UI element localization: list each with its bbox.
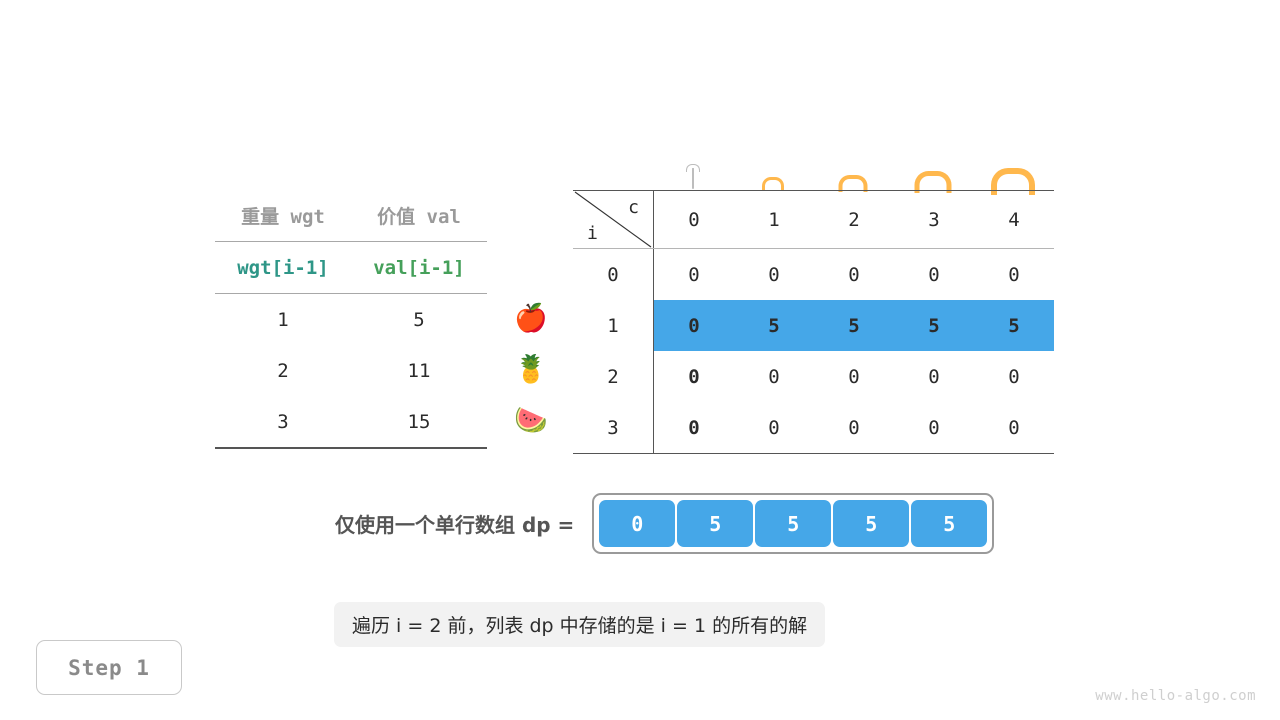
dp-cell-2-0: 0 (688, 365, 700, 388)
dp-cell-1-0: 0 (653, 300, 734, 351)
caption-text: 遍历 i = 2 前，列表 dp 中存储的是 i = 1 的所有的解 (334, 602, 826, 647)
bag-glyph (686, 164, 700, 189)
item-table-subheader-wgt: wgt[i-1] (215, 241, 351, 294)
dp-array-cell-0: 0 (599, 500, 676, 547)
dp-matrix-col-symbol: c (628, 197, 639, 218)
dp-matrix-col-header-0: 0 (653, 190, 734, 249)
dp-matrix-row-highlighted: 1 0 5 5 5 5 (573, 300, 1054, 351)
dp-matrix-row-label-3: 3 (573, 402, 654, 454)
pineapple-emoji: 🍍 (514, 354, 548, 385)
dp-array-cell-4: 5 (911, 500, 988, 547)
dp-array-cell-3: 5 (833, 500, 910, 547)
item-table-row: 2 11 (215, 345, 487, 396)
dp-matrix-col-header-1: 1 (734, 190, 814, 249)
dp-matrix-header-row: c i 0 1 2 3 4 (573, 190, 1054, 249)
dp-matrix-table: c i 0 1 2 3 4 0 0 0 0 0 0 1 0 (573, 190, 1054, 454)
dp-matrix-row: 2 0 0 0 0 0 (573, 351, 1054, 402)
dp-matrix-row-label-1: 1 (573, 300, 654, 351)
item-value-1: 5 (413, 308, 425, 331)
dp-matrix-row-label-2: 2 (573, 351, 654, 402)
bag-handle-icon (838, 175, 868, 192)
item-table-row: 1 5 (215, 294, 487, 346)
knapsack-icon-capacity-2 (813, 169, 893, 192)
dp-cell-2-3: 0 (928, 365, 940, 388)
dp-single-array-block: 仅使用一个单行数组 dp = 0 5 5 5 5 (335, 493, 995, 554)
dp-cell-3-3: 0 (894, 402, 974, 454)
dp-cell-3-4: 0 (974, 402, 1054, 454)
dp-cell-3-0: 0 (653, 402, 734, 454)
item-value-3: 15 (351, 396, 487, 449)
dp-array-cell-1: 5 (677, 500, 754, 547)
dp-cell-2-2: 0 (848, 365, 860, 388)
watermelon-emoji: 🍉 (514, 405, 548, 436)
dp-array-cell-2: 5 (755, 500, 832, 547)
dp-cell-1-1: 5 (734, 300, 814, 351)
bag-handle-icon (991, 168, 1035, 195)
dp-array-frame: 0 5 5 5 5 (592, 493, 995, 554)
dp-array-label: 仅使用一个单行数组 dp = (335, 513, 575, 537)
dp-cell-3-2: 0 (814, 402, 894, 454)
dp-matrix-corner-cell: c i (573, 190, 654, 249)
item-table-subheader-val: val[i-1] (351, 241, 487, 294)
dp-cell-3-1: 0 (734, 402, 814, 454)
knapsack-icon-capacity-3 (893, 169, 973, 193)
dp-cell-1-2: 5 (814, 300, 894, 351)
site-watermark: www.hello-algo.com (1095, 688, 1256, 704)
item-weight-3: 3 (215, 396, 351, 449)
knapsack-icon-capacity-4 (973, 168, 1053, 195)
dp-cell-0-0: 0 (688, 263, 700, 286)
item-table-header-row: 重量 wgt 价值 val (215, 190, 487, 242)
dp-cell-1-4: 5 (974, 300, 1054, 351)
knapsack-capacity-icon-row (653, 118, 1053, 195)
item-value-2: 11 (407, 359, 431, 382)
diagonal-divider-icon (574, 191, 652, 248)
dp-cell-0-4: 0 (1008, 263, 1020, 286)
item-table-header-weight: 重量 wgt (215, 190, 351, 242)
bag-handle-icon (914, 171, 952, 193)
bag-handle-icon (686, 164, 700, 172)
bag-handle-icon (762, 177, 784, 190)
dp-cell-0-3: 0 (928, 263, 940, 286)
item-table-header-value: 价值 val (351, 190, 487, 242)
bag-body-icon (692, 168, 694, 189)
step-badge: Step 1 (36, 640, 182, 695)
item-fruit-column: 🍎 🍍 🍉 (508, 293, 554, 446)
dp-matrix-row: 3 0 0 0 0 0 (573, 402, 1054, 454)
dp-matrix-col-header-4: 4 (974, 190, 1054, 249)
dp-cell-1-3: 5 (894, 300, 974, 351)
item-weight-2: 2 (277, 359, 289, 382)
dp-cell-0-2: 0 (848, 263, 860, 286)
item-weight-value-table: 重量 wgt 价值 val wgt[i-1] val[i-1] 1 5 2 11… (215, 190, 487, 449)
dp-matrix-row-label-0: 0 (573, 248, 654, 300)
dp-cell-2-4: 0 (1008, 365, 1020, 388)
knapsack-icon-capacity-0 (653, 164, 733, 189)
dp-matrix-row: 0 0 0 0 0 0 (573, 248, 1054, 300)
dp-cell-2-1: 0 (768, 365, 780, 388)
dp-matrix-row-symbol: i (587, 223, 598, 244)
dp-matrix-col-header-3: 3 (894, 190, 974, 249)
item-weight-1: 1 (277, 308, 289, 331)
item-table-row: 3 15 (215, 396, 487, 449)
knapsack-icon-capacity-1 (733, 169, 813, 190)
dp-cell-0-1: 0 (768, 263, 780, 286)
dp-matrix-col-header-2: 2 (814, 190, 894, 249)
apple-emoji: 🍎 (514, 303, 548, 334)
item-table-subheader-row: wgt[i-1] val[i-1] (215, 241, 487, 294)
